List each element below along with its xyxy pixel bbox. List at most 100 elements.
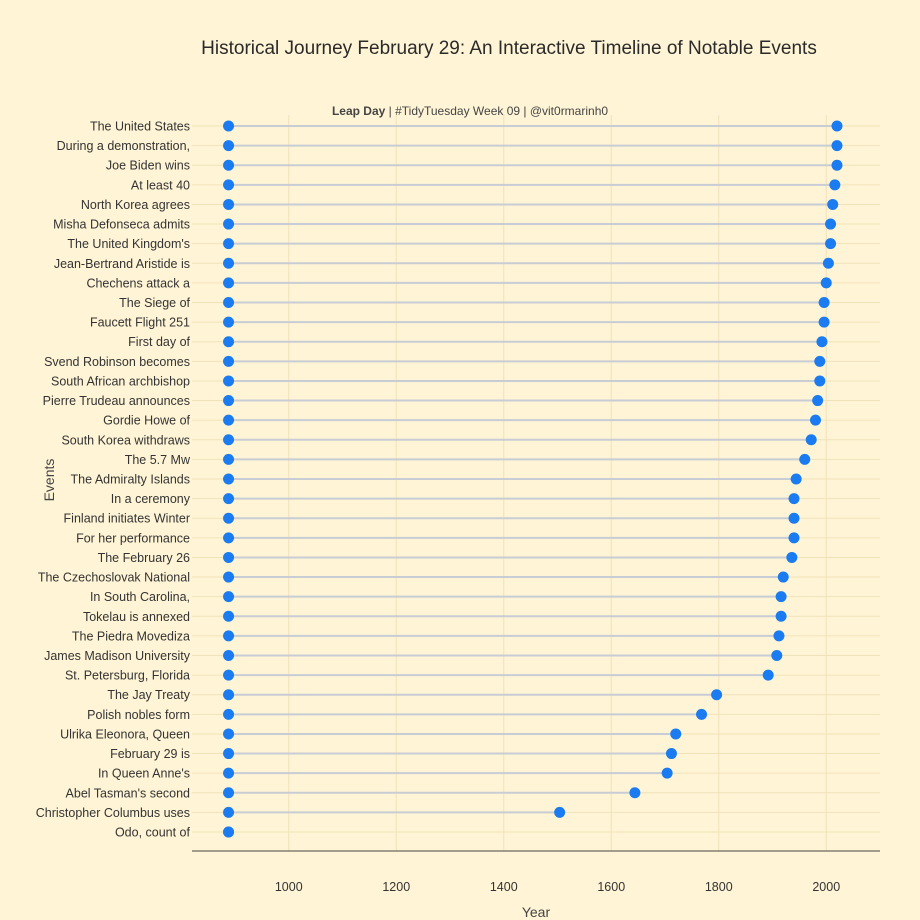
event-start-point[interactable] xyxy=(223,395,235,407)
event-start-point[interactable] xyxy=(223,198,235,210)
event-label: Finland initiates Winter xyxy=(64,512,190,526)
event-label: Jean-Bertrand Aristide is xyxy=(54,257,190,271)
event-start-point[interactable] xyxy=(223,414,235,426)
event-point[interactable] xyxy=(554,806,566,818)
event-point[interactable] xyxy=(829,179,841,191)
points[interactable] xyxy=(223,120,843,838)
event-start-point[interactable] xyxy=(223,512,235,524)
event-point[interactable] xyxy=(223,826,235,838)
event-start-point[interactable] xyxy=(223,140,235,152)
event-point[interactable] xyxy=(812,395,824,407)
event-point[interactable] xyxy=(665,748,677,760)
event-start-point[interactable] xyxy=(223,336,235,348)
event-point[interactable] xyxy=(788,532,800,544)
x-tick-label: 1200 xyxy=(382,880,410,894)
event-point[interactable] xyxy=(810,414,821,426)
event-start-point[interactable] xyxy=(223,787,235,799)
event-start-point[interactable] xyxy=(223,591,235,603)
event-label: Svend Robinson becomes xyxy=(44,355,190,369)
event-start-point[interactable] xyxy=(223,218,235,230)
event-start-point[interactable] xyxy=(223,630,235,642)
y-axis-title: Events xyxy=(41,459,57,502)
event-point[interactable] xyxy=(786,551,798,563)
event-point[interactable] xyxy=(771,650,783,661)
event-start-point[interactable] xyxy=(223,159,235,171)
event-point[interactable] xyxy=(762,669,774,681)
event-point[interactable] xyxy=(696,708,708,720)
event-point[interactable] xyxy=(773,630,785,642)
event-point[interactable] xyxy=(814,355,826,367)
event-label: Odo, count of xyxy=(115,826,191,840)
event-point[interactable] xyxy=(827,198,839,210)
event-start-point[interactable] xyxy=(223,571,235,583)
event-point[interactable] xyxy=(670,728,682,740)
event-point[interactable] xyxy=(788,512,800,524)
event-start-point[interactable] xyxy=(223,728,235,740)
event-label: Tokelau is annexed xyxy=(83,610,190,624)
event-start-point[interactable] xyxy=(223,650,235,661)
event-label: First day of xyxy=(128,335,190,349)
event-start-point[interactable] xyxy=(223,120,235,132)
event-point[interactable] xyxy=(831,140,843,152)
event-label: The Admiralty Islands xyxy=(71,473,191,487)
event-start-point[interactable] xyxy=(223,532,235,544)
x-tick-labels: 1000 1200 1400 1600 1800 2000 xyxy=(275,880,840,894)
connectors xyxy=(228,125,837,814)
event-point[interactable] xyxy=(805,434,817,446)
event-point[interactable] xyxy=(788,493,800,505)
event-label: Polish nobles form xyxy=(87,708,190,722)
event-start-point[interactable] xyxy=(223,316,235,328)
event-point[interactable] xyxy=(820,277,832,289)
x-tick-label: 1400 xyxy=(490,880,518,894)
event-start-point[interactable] xyxy=(223,297,235,308)
event-start-point[interactable] xyxy=(223,453,235,465)
event-label: Joe Biden wins xyxy=(106,159,190,173)
event-start-point[interactable] xyxy=(223,767,235,779)
event-label: During a demonstration, xyxy=(57,139,190,153)
event-start-point[interactable] xyxy=(223,493,235,505)
event-start-point[interactable] xyxy=(223,748,235,760)
event-point[interactable] xyxy=(831,120,843,132)
event-point[interactable] xyxy=(775,591,787,603)
event-point[interactable] xyxy=(629,787,641,799)
event-start-point[interactable] xyxy=(223,257,235,269)
event-point[interactable] xyxy=(831,159,843,171)
event-point[interactable] xyxy=(711,689,723,701)
event-point[interactable] xyxy=(825,238,837,250)
event-start-point[interactable] xyxy=(223,708,235,720)
event-point[interactable] xyxy=(822,257,834,269)
event-point[interactable] xyxy=(790,473,802,485)
event-start-point[interactable] xyxy=(223,473,235,485)
event-label: The Siege of xyxy=(119,296,190,310)
event-point[interactable] xyxy=(799,453,811,465)
event-start-point[interactable] xyxy=(223,375,235,387)
event-point[interactable] xyxy=(818,316,830,328)
event-start-point[interactable] xyxy=(223,669,235,681)
chart-title: Historical Journey February 29: An Inter… xyxy=(201,38,817,59)
category-labels: The United States During a demonstration,… xyxy=(36,120,191,840)
event-start-point[interactable] xyxy=(223,179,235,191)
event-start-point[interactable] xyxy=(223,551,235,563)
event-label: Faucett Flight 251 xyxy=(90,316,190,330)
event-start-point[interactable] xyxy=(223,806,235,818)
x-tick-label: 2000 xyxy=(812,880,840,894)
event-point[interactable] xyxy=(775,610,787,622)
chart-subtitle: Leap Day | #TidyTuesday Week 09 | @vit0r… xyxy=(332,104,608,118)
event-start-point[interactable] xyxy=(223,434,235,446)
event-point[interactable] xyxy=(661,767,673,779)
event-label: The Czechoslovak National xyxy=(38,571,190,585)
event-label: In a ceremony xyxy=(111,492,191,506)
event-label: Gordie Howe of xyxy=(103,414,190,428)
event-point[interactable] xyxy=(825,218,837,230)
event-point[interactable] xyxy=(816,336,828,348)
event-point[interactable] xyxy=(818,297,830,308)
event-start-point[interactable] xyxy=(223,238,235,250)
event-start-point[interactable] xyxy=(223,355,235,367)
event-start-point[interactable] xyxy=(223,610,235,622)
event-start-point[interactable] xyxy=(223,277,235,289)
grid xyxy=(192,115,880,851)
event-label: St. Petersburg, Florida xyxy=(65,669,190,683)
event-point[interactable] xyxy=(814,375,826,387)
event-start-point[interactable] xyxy=(223,689,235,701)
event-point[interactable] xyxy=(777,571,789,583)
